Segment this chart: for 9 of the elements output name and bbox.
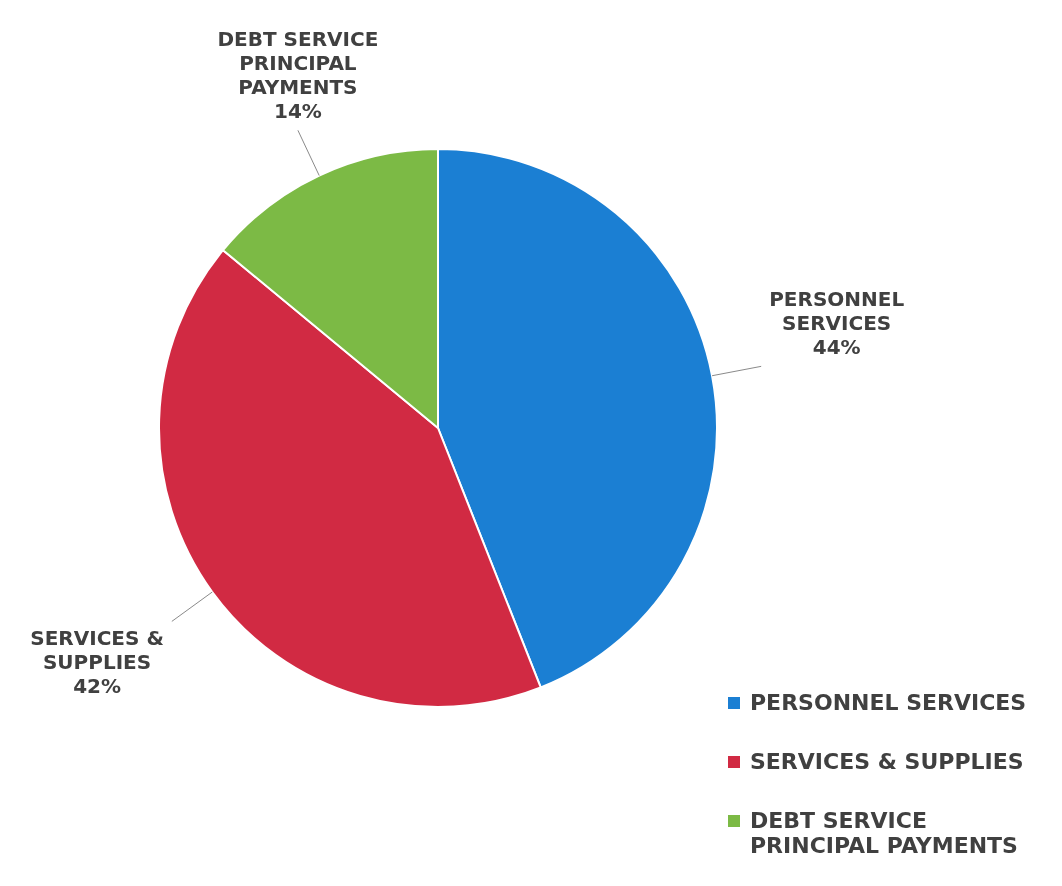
- legend-label: DEBT SERVICE PRINCIPAL PAYMENTS: [750, 808, 1019, 858]
- data-label: 44%: [812, 334, 861, 359]
- legend-label: PERSONNEL SERVICES: [750, 690, 1027, 715]
- slice-label: PERSONNEL SERVICES: [769, 286, 905, 335]
- data-label: 42%: [73, 673, 121, 698]
- legend-label: SERVICES & SUPPLIES: [750, 749, 1024, 774]
- slice-label: SERVICES & SUPPLIES: [30, 625, 164, 674]
- data-label: 14%: [273, 98, 322, 123]
- slice-label: DEBT SERVICE PRINCIPAL PAYMENTS: [217, 26, 379, 99]
